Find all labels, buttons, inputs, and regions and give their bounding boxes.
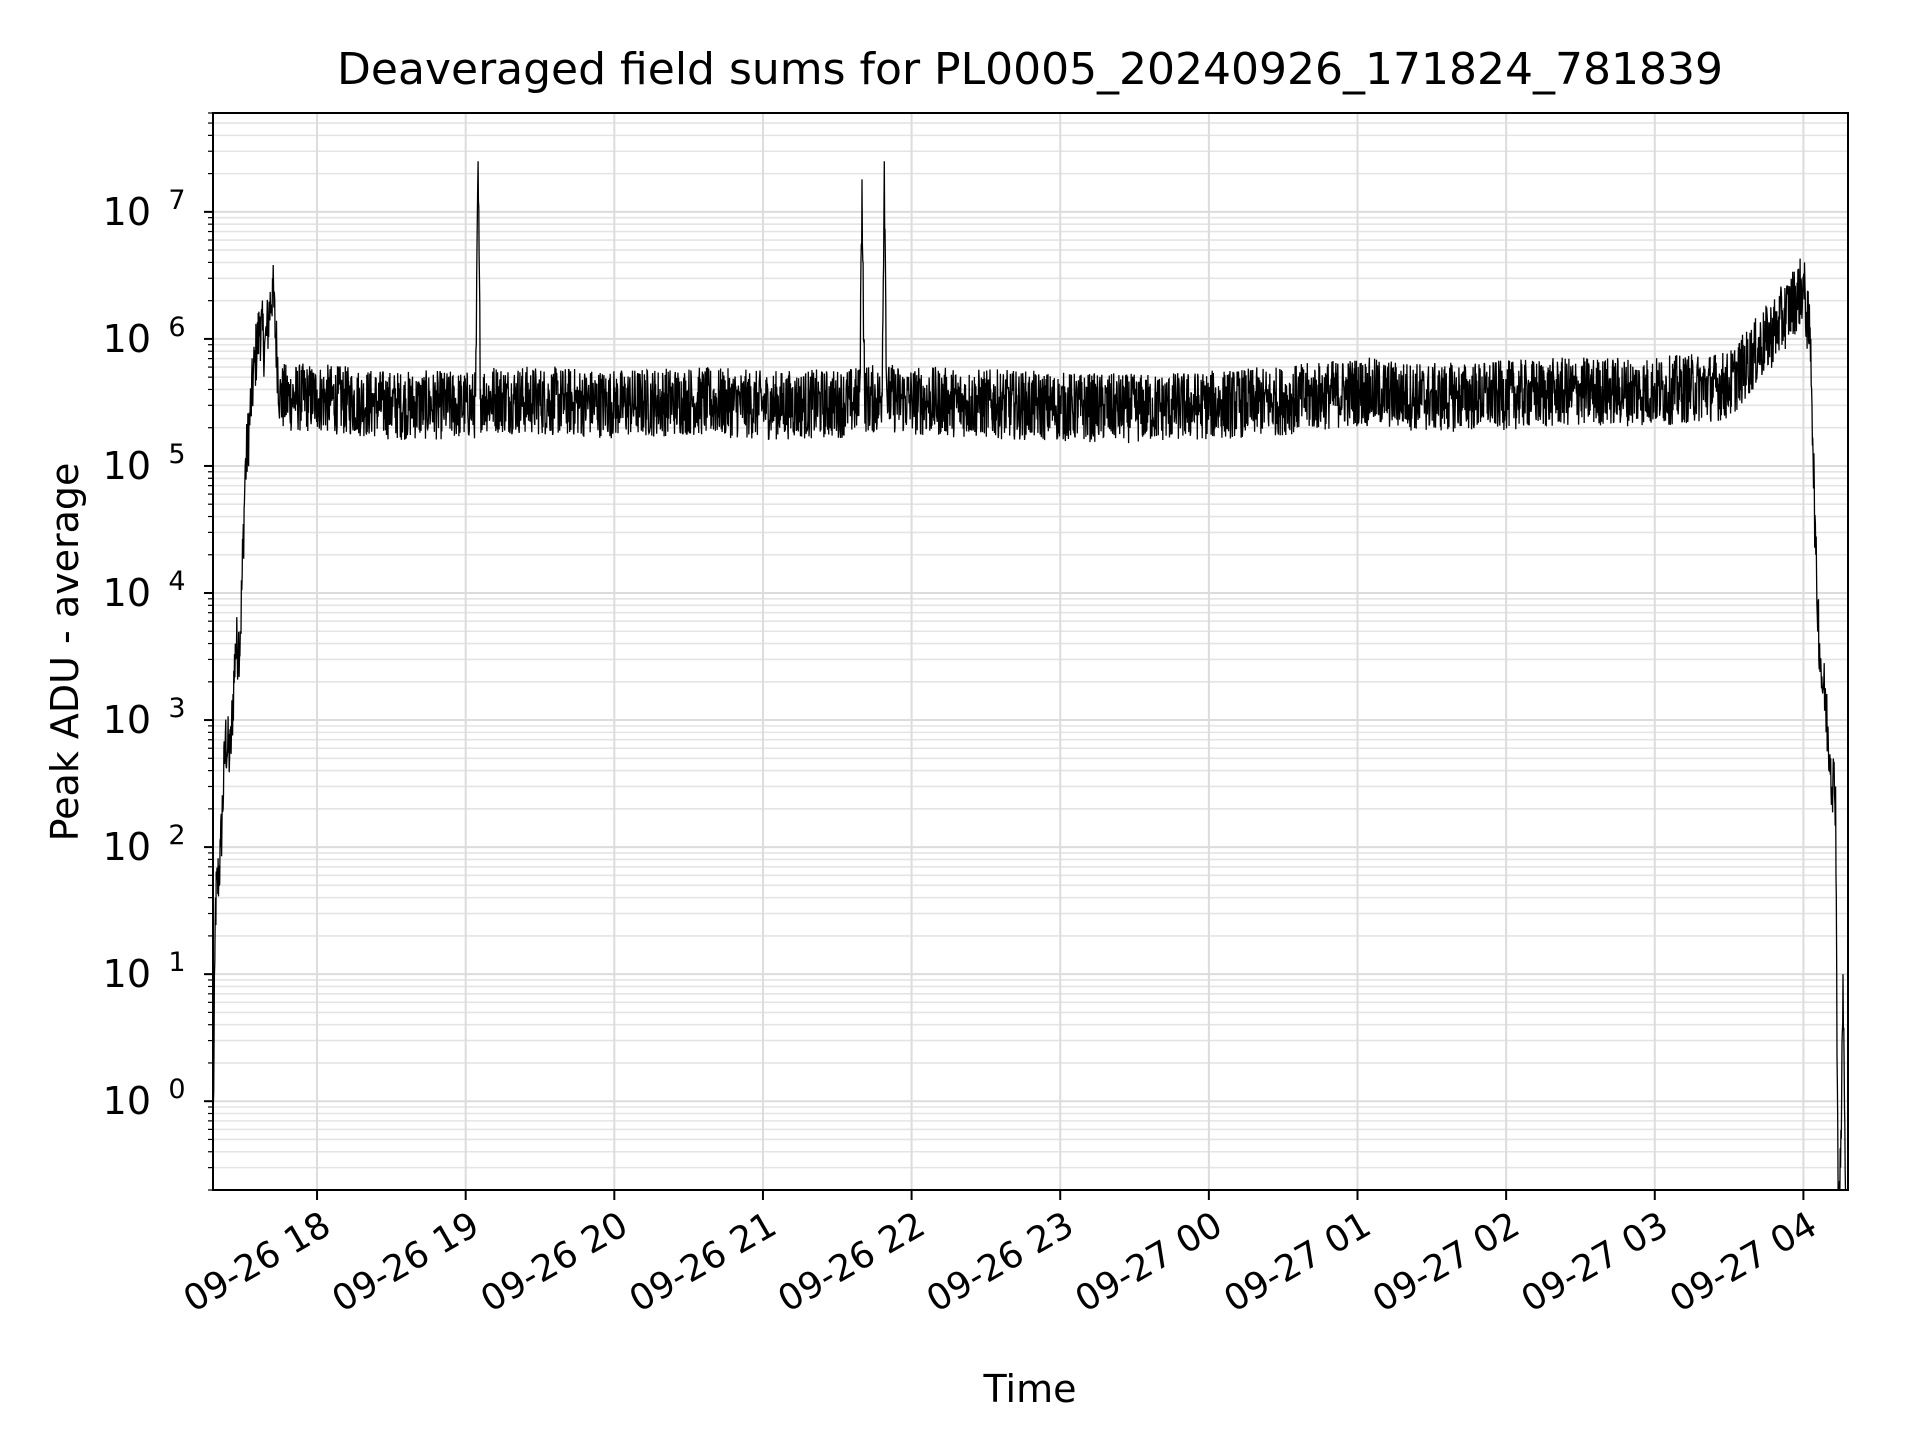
data-series [212, 161, 1847, 1191]
y-tick-exponent: 7 [168, 185, 185, 216]
y-tick-exponent: 4 [168, 566, 185, 597]
y-tick-exponent: 1 [168, 947, 185, 978]
y-tick-exponent: 2 [168, 820, 185, 851]
chart-title: Deaveraged field sums for PL0005_2024092… [337, 44, 1723, 95]
y-tick-exponent: 0 [168, 1074, 185, 1105]
y-tick-exponent: 3 [168, 693, 185, 724]
y-tick-label: 10 1 [103, 947, 186, 996]
axis-ticks [204, 112, 1805, 1200]
plot-frame [212, 112, 1849, 1191]
x-axis-label: Time [983, 1367, 1077, 1411]
grid-lines [213, 112, 1848, 1191]
y-axis-label: Peak ADU - average [43, 463, 87, 842]
y-tick-exponent: 6 [168, 312, 185, 343]
y-tick-exponent: 5 [168, 439, 185, 470]
series-line [212, 161, 1847, 1191]
y-tick-label: 10 4 [103, 566, 186, 615]
